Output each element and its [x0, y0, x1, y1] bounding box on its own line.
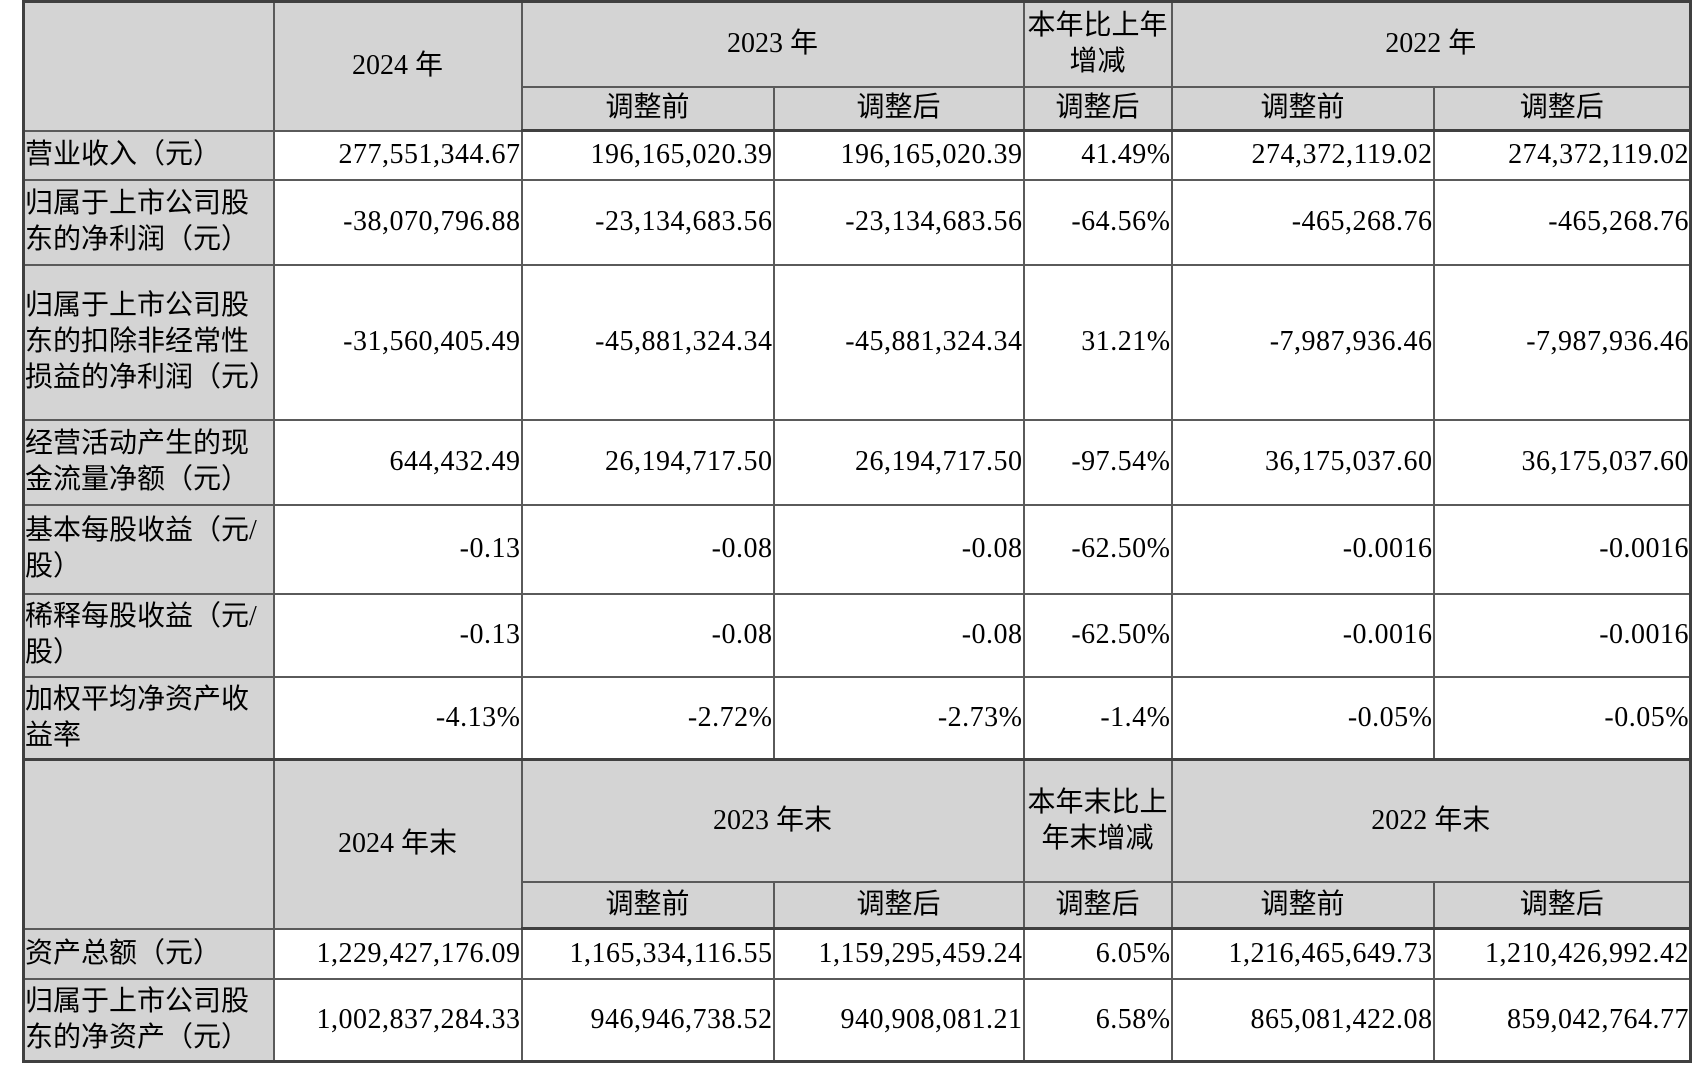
value-cell: 31.21%: [1022, 263, 1173, 421]
value-cell: -38,070,796.88: [272, 178, 523, 266]
value-cell: -0.0016: [1432, 592, 1692, 678]
value-cell: -64.56%: [1022, 178, 1173, 266]
value-cell: -45,881,324.34: [520, 263, 775, 421]
value-cell: 6.58%: [1022, 977, 1173, 1063]
value-cell: 196,165,020.39: [520, 129, 775, 181]
value-cell: -45,881,324.34: [772, 263, 1025, 421]
subheader-change-post-adjust: 调整后: [1022, 85, 1173, 132]
value-cell: 196,165,020.39: [772, 129, 1025, 181]
value-cell: -0.05%: [1170, 675, 1435, 761]
value-cell: -0.0016: [1170, 592, 1435, 678]
value-cell: -97.54%: [1022, 418, 1173, 506]
col-header-2024: 2024 年: [272, 0, 523, 132]
col-header-yoy-change: 本年比上年增减: [1022, 0, 1173, 88]
col-header-2023-end: 2023 年末: [520, 758, 1025, 883]
value-cell: 26,194,717.50: [772, 418, 1025, 506]
col-header-2022-end: 2022 年末: [1170, 758, 1692, 883]
value-cell: 865,081,422.08: [1170, 977, 1435, 1063]
value-cell: -0.05%: [1432, 675, 1692, 761]
value-cell: -0.08: [772, 592, 1025, 678]
value-cell: 1,165,334,116.55: [520, 927, 775, 980]
row-label-net-assets: 归属于上市公司股东的净资产（元）: [22, 977, 275, 1063]
value-cell: -0.13: [272, 592, 523, 678]
value-cell: -0.08: [520, 592, 775, 678]
subheader-2023end-pre-adjust: 调整前: [520, 880, 775, 930]
col-header-yoy-end-change: 本年末比上年末增减: [1022, 758, 1173, 883]
value-cell: -2.73%: [772, 675, 1025, 761]
subheader-endchange-post-adjust: 调整后: [1022, 880, 1173, 930]
value-cell: 41.49%: [1022, 129, 1173, 181]
corner-blank-cell: [22, 758, 275, 930]
row-label-net-profit: 归属于上市公司股东的净利润（元）: [22, 178, 275, 266]
value-cell: 36,175,037.60: [1170, 418, 1435, 506]
value-cell: -31,560,405.49: [272, 263, 523, 421]
value-cell: 36,175,037.60: [1432, 418, 1692, 506]
value-cell: 946,946,738.52: [520, 977, 775, 1063]
value-cell: -1.4%: [1022, 675, 1173, 761]
value-cell: 1,210,426,992.42: [1432, 927, 1692, 980]
value-cell: 1,229,427,176.09: [272, 927, 523, 980]
value-cell: -2.72%: [520, 675, 775, 761]
value-cell: 644,432.49: [272, 418, 523, 506]
row-label-total-assets: 资产总额（元）: [22, 927, 275, 980]
row-label-deducted-net-profit: 归属于上市公司股东的扣除非经常性损益的净利润（元）: [22, 263, 275, 421]
corner-blank-cell: [22, 0, 275, 132]
value-cell: -465,268.76: [1170, 178, 1435, 266]
value-cell: -7,987,936.46: [1432, 263, 1692, 421]
value-cell: 6.05%: [1022, 927, 1173, 980]
col-header-2024-end: 2024 年末: [272, 758, 523, 930]
value-cell: -0.08: [520, 503, 775, 595]
value-cell: -23,134,683.56: [772, 178, 1025, 266]
row-label-weighted-avg-roe: 加权平均净资产收益率: [22, 675, 275, 761]
value-cell: -465,268.76: [1432, 178, 1692, 266]
value-cell: -62.50%: [1022, 503, 1173, 595]
subheader-2023-post-adjust: 调整后: [772, 85, 1025, 132]
col-header-2023: 2023 年: [520, 0, 1025, 88]
value-cell: -7,987,936.46: [1170, 263, 1435, 421]
value-cell: -62.50%: [1022, 592, 1173, 678]
value-cell: 277,551,344.67: [272, 129, 523, 181]
row-label-basic-eps: 基本每股收益（元/股）: [22, 503, 275, 595]
row-label-diluted-eps: 稀释每股收益（元/股）: [22, 592, 275, 678]
value-cell: -4.13%: [272, 675, 523, 761]
value-cell: 1,216,465,649.73: [1170, 927, 1435, 980]
value-cell: -0.0016: [1170, 503, 1435, 595]
subheader-2022end-pre-adjust: 调整前: [1170, 880, 1435, 930]
subheader-2022-post-adjust: 调整后: [1432, 85, 1692, 132]
col-header-2022: 2022 年: [1170, 0, 1692, 88]
subheader-2023end-post-adjust: 调整后: [772, 880, 1025, 930]
value-cell: 274,372,119.02: [1432, 129, 1692, 181]
value-cell: 940,908,081.21: [772, 977, 1025, 1063]
financial-summary-table: 2024 年 2023 年 本年比上年增减 2022 年 调整前 调整后 调整后…: [22, 0, 1693, 1063]
subheader-2023-pre-adjust: 调整前: [520, 85, 775, 132]
row-label-operating-cash-flow: 经营活动产生的现金流量净额（元）: [22, 418, 275, 506]
value-cell: -23,134,683.56: [520, 178, 775, 266]
value-cell: 1,159,295,459.24: [772, 927, 1025, 980]
value-cell: -0.0016: [1432, 503, 1692, 595]
row-label-revenue: 营业收入（元）: [22, 129, 275, 181]
subheader-2022end-post-adjust: 调整后: [1432, 880, 1692, 930]
value-cell: 1,002,837,284.33: [272, 977, 523, 1063]
value-cell: 274,372,119.02: [1170, 129, 1435, 181]
value-cell: -0.08: [772, 503, 1025, 595]
value-cell: -0.13: [272, 503, 523, 595]
value-cell: 859,042,764.77: [1432, 977, 1692, 1063]
subheader-2022-pre-adjust: 调整前: [1170, 85, 1435, 132]
value-cell: 26,194,717.50: [520, 418, 775, 506]
